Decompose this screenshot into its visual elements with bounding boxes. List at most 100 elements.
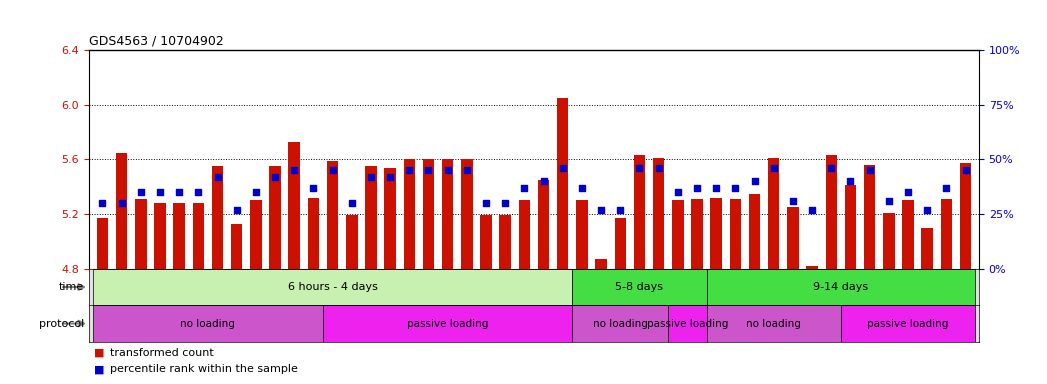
Text: GDS4563 / 10704902: GDS4563 / 10704902 xyxy=(89,35,224,48)
Text: percentile rank within the sample: percentile rank within the sample xyxy=(110,364,297,374)
Bar xyxy=(825,155,837,269)
Point xyxy=(343,200,360,206)
Point xyxy=(190,189,206,195)
Point xyxy=(401,167,418,173)
Bar xyxy=(596,259,607,269)
Point xyxy=(267,174,284,180)
Point xyxy=(765,165,782,171)
Bar xyxy=(921,228,933,269)
Bar xyxy=(518,200,530,269)
Text: transformed count: transformed count xyxy=(110,348,214,358)
Bar xyxy=(384,167,396,269)
Bar xyxy=(116,152,128,269)
Text: ■: ■ xyxy=(94,348,105,358)
Point xyxy=(574,185,591,191)
Point xyxy=(477,200,494,206)
Bar xyxy=(730,199,741,269)
Bar xyxy=(269,166,281,269)
Point xyxy=(957,167,974,173)
Bar xyxy=(767,158,779,269)
Point xyxy=(152,189,169,195)
Point xyxy=(440,167,456,173)
Point xyxy=(938,185,955,191)
Bar xyxy=(707,269,975,305)
Point xyxy=(516,185,533,191)
Point xyxy=(325,167,341,173)
Text: no loading: no loading xyxy=(180,318,236,329)
Bar xyxy=(481,215,492,269)
Text: 6 hours - 4 days: 6 hours - 4 days xyxy=(288,282,378,292)
Bar xyxy=(707,305,841,342)
Bar xyxy=(615,218,626,269)
Point xyxy=(747,178,763,184)
Bar xyxy=(442,159,453,269)
Bar xyxy=(135,199,147,269)
Bar xyxy=(403,159,415,269)
Bar xyxy=(841,305,975,342)
Point xyxy=(382,174,399,180)
Bar xyxy=(93,269,573,305)
Bar xyxy=(653,158,665,269)
Point xyxy=(823,165,840,171)
Point xyxy=(132,189,149,195)
Bar xyxy=(668,305,707,342)
Bar xyxy=(711,198,722,269)
Point xyxy=(593,207,609,213)
Text: no loading: no loading xyxy=(593,318,648,329)
Bar xyxy=(346,215,357,269)
Bar xyxy=(787,207,799,269)
Point xyxy=(669,189,686,195)
Point xyxy=(247,189,264,195)
Bar xyxy=(365,166,377,269)
Text: 5-8 days: 5-8 days xyxy=(616,282,664,292)
Point xyxy=(784,198,801,204)
Point xyxy=(94,200,111,206)
Text: time: time xyxy=(59,282,84,292)
Point xyxy=(362,174,379,180)
Bar xyxy=(174,203,185,269)
Bar xyxy=(633,155,645,269)
Bar xyxy=(308,198,319,269)
Point xyxy=(842,178,859,184)
Point xyxy=(228,207,245,213)
Bar xyxy=(806,266,818,269)
Bar xyxy=(322,305,573,342)
Bar xyxy=(211,166,223,269)
Bar xyxy=(573,269,707,305)
Bar xyxy=(231,223,243,269)
Point xyxy=(689,185,706,191)
Bar xyxy=(557,98,569,269)
Point xyxy=(209,174,226,180)
Text: passive loading: passive loading xyxy=(647,318,728,329)
Bar xyxy=(573,305,668,342)
Text: protocol: protocol xyxy=(39,318,84,329)
Point xyxy=(708,185,725,191)
Text: passive loading: passive loading xyxy=(867,318,949,329)
Bar xyxy=(423,159,435,269)
Point xyxy=(535,178,552,184)
Bar xyxy=(903,200,914,269)
Bar xyxy=(691,199,703,269)
Point xyxy=(650,165,667,171)
Bar xyxy=(154,203,165,269)
Point xyxy=(459,167,475,173)
Point xyxy=(113,200,130,206)
Point xyxy=(727,185,743,191)
Text: passive loading: passive loading xyxy=(407,318,488,329)
Bar xyxy=(749,194,760,269)
Bar xyxy=(576,200,587,269)
Point xyxy=(286,167,303,173)
Bar xyxy=(461,159,472,269)
Point xyxy=(305,185,321,191)
Bar xyxy=(883,213,894,269)
Bar xyxy=(538,180,550,269)
Bar xyxy=(672,200,684,269)
Point xyxy=(611,207,628,213)
Point xyxy=(554,165,571,171)
Point xyxy=(631,165,648,171)
Bar xyxy=(960,164,972,269)
Point xyxy=(497,200,514,206)
Point xyxy=(881,198,897,204)
Bar xyxy=(93,305,322,342)
Point xyxy=(171,189,187,195)
